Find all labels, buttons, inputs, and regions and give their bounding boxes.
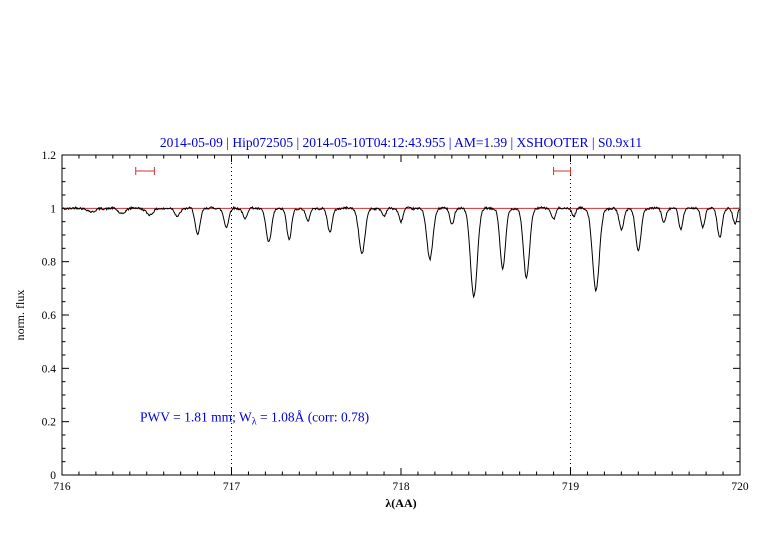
x-tick-label: 717 — [223, 481, 241, 493]
x-tick-label: 720 — [731, 481, 749, 493]
spectrum-line — [61, 205, 741, 299]
x-tick-label: 719 — [562, 481, 580, 493]
y-tick-label: 1.2 — [42, 150, 57, 162]
y-tick-label: 1 — [50, 203, 56, 215]
y-tick-label: 0 — [50, 470, 56, 482]
y-tick-label: 0.2 — [42, 417, 57, 429]
x-tick-label: 718 — [392, 481, 410, 493]
y-axis-label: norm. flux — [13, 290, 27, 341]
plot-box — [61, 154, 741, 476]
y-tick-label: 0.4 — [42, 363, 57, 375]
pwv-annotation: PWV = 1.81 mm; Wλ = 1.08Å (corr: 0.78) — [140, 410, 369, 428]
y-tick-label: 0.8 — [42, 257, 57, 269]
chart-title: 2014-05-09 | Hip072505 | 2014-05-10T04:1… — [160, 135, 642, 150]
x-tick-label: 716 — [53, 481, 71, 493]
y-tick-label: 0.6 — [42, 310, 57, 322]
x-axis-label: λ(AA) — [385, 496, 416, 510]
